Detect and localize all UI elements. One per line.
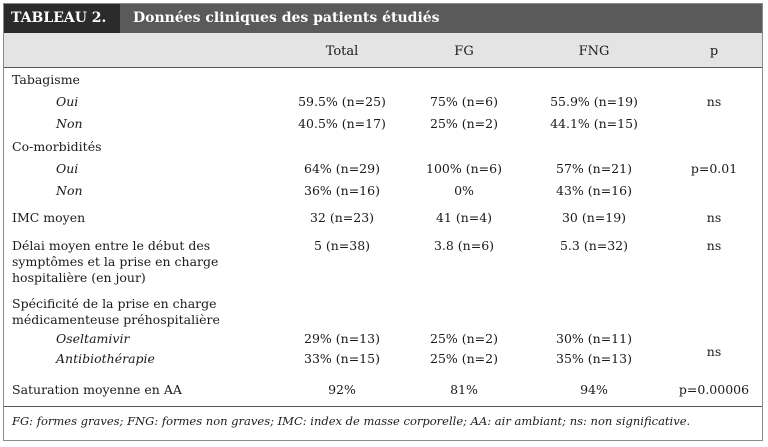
cell-sat-total: 92% xyxy=(328,382,356,397)
row-label-com-non: Non xyxy=(56,183,83,198)
header-total: Total xyxy=(325,44,359,59)
cell-com-p: p=0.01 xyxy=(690,161,738,176)
cell-delai-p: ns xyxy=(706,238,722,253)
cell-sat-fng: 94% xyxy=(580,382,608,397)
cell-com-non-fg: 0% xyxy=(454,183,474,198)
cell-tab-non-fng: 44.1% (n=15) xyxy=(550,116,638,131)
cell-delai-total: 5 (n=38) xyxy=(313,238,371,253)
table-bottom-rule xyxy=(4,406,762,407)
row-label-imc: IMC moyen xyxy=(12,210,86,225)
table-label: TABLEAU 2. xyxy=(4,4,120,33)
cell-osel-fg: 25% (n=2) xyxy=(430,331,498,346)
table-title: Données cliniques des patients étudiés xyxy=(133,10,440,26)
header-fg: FG xyxy=(454,44,474,59)
cell-sat-fg: 81% xyxy=(450,382,478,397)
cell-com-non-fng: 43% (n=16) xyxy=(556,183,632,198)
cell-com-oui-total: 64% (n=29) xyxy=(304,161,380,176)
row-label-antibiotherapie: Antibiothérapie xyxy=(56,351,155,366)
cell-tab-oui-fg: 75% (n=6) xyxy=(430,94,498,109)
row-label-specificite: Spécificité de la prise en charge médica… xyxy=(12,296,220,327)
row-label-tab-oui: Oui xyxy=(56,94,79,109)
row-label-delai: Délai moyen entre le début des symptômes… xyxy=(12,238,219,285)
header-row: Total FG FNG p xyxy=(4,33,762,68)
cell-antib-total: 33% (n=15) xyxy=(304,351,380,366)
row-label-comorbidites: Co-morbidités xyxy=(12,139,102,154)
title-bar: TABLEAU 2. Données cliniques des patient… xyxy=(4,4,762,33)
row-label-saturation: Saturation moyenne en AA xyxy=(12,382,182,397)
cell-sat-p: p=0.00006 xyxy=(678,382,750,397)
cell-com-oui-fng: 57% (n=21) xyxy=(556,161,632,176)
cell-tab-oui-total: 59.5% (n=25) xyxy=(298,94,386,109)
header-fng: FNG xyxy=(578,44,610,59)
cell-antib-fng: 35% (n=13) xyxy=(556,351,632,366)
cell-delai-fg: 3.8 (n=6) xyxy=(433,238,495,253)
row-label-com-oui: Oui xyxy=(56,161,79,176)
cell-tab-non-total: 40.5% (n=17) xyxy=(298,116,386,131)
cell-tab-non-fg: 25% (n=2) xyxy=(430,116,498,131)
cell-osel-total: 29% (n=13) xyxy=(304,331,380,346)
table-frame: TABLEAU 2. Données cliniques des patient… xyxy=(3,3,763,441)
cell-delai-fng: 5.3 (n=32) xyxy=(559,238,629,253)
cell-osel-fng: 30% (n=11) xyxy=(556,331,632,346)
row-label-tab-non: Non xyxy=(56,116,83,131)
cell-specif-p: ns xyxy=(706,344,722,359)
cell-com-oui-fg: 100% (n=6) xyxy=(426,161,502,176)
header-p: p xyxy=(709,44,719,59)
row-label-oseltamivir: Oseltamivir xyxy=(56,331,130,346)
cell-imc-fg: 41 (n=4) xyxy=(435,210,493,225)
footnote: FG: formes graves; FNG: formes non grave… xyxy=(12,414,691,428)
cell-imc-fng: 30 (n=19) xyxy=(561,210,627,225)
cell-imc-p: ns xyxy=(706,210,722,225)
row-label-tabagisme: Tabagisme xyxy=(12,72,80,87)
cell-com-non-total: 36% (n=16) xyxy=(304,183,380,198)
cell-tab-oui-fng: 55.9% (n=19) xyxy=(550,94,638,109)
cell-imc-total: 32 (n=23) xyxy=(309,210,375,225)
cell-antib-fg: 25% (n=2) xyxy=(430,351,498,366)
cell-tab-p: ns xyxy=(706,94,722,109)
